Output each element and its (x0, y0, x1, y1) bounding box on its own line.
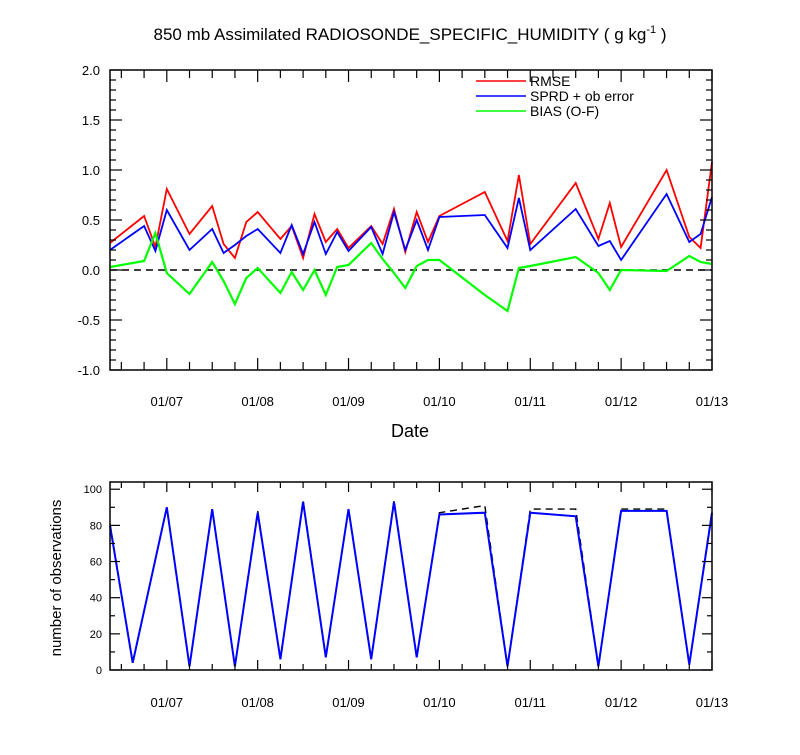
chart-title: 850 mb Assimilated RADIOSONDE_SPECIFIC_H… (154, 24, 667, 44)
y-axis-label-observations: number of observations (48, 500, 65, 657)
series-line-sprd-ob-error (109, 192, 713, 262)
bottom-x-tick-label: 01/12 (605, 695, 638, 710)
bottom-x-tick-labels: 01/07 01/08 01/09 01/10 01/11 01/12 01/13 (151, 695, 729, 710)
bottom-x-tick-label: 01/11 (514, 695, 546, 710)
bottom-y-tick-label: 80 (90, 520, 102, 532)
top-y-tick-labels: -1.0 -0.5 0.0 0.5 1.0 1.5 2.0 (78, 63, 100, 378)
top-x-tick-label: 01/07 (151, 394, 184, 409)
series-line-bias-o-f (109, 229, 713, 313)
top-axis-ticks (110, 69, 713, 371)
bottom-x-tick-label: 01/13 (696, 695, 729, 710)
top-panel: -1.0-0.50.00.51.01.52.0 01/07 01/08 01/09 0… (78, 63, 729, 441)
bottom-y-tick-label: 0 (96, 665, 102, 677)
legend-label-spread: SPRD + ob error (530, 88, 634, 104)
top-y-tick-label: 1.5 (82, 113, 100, 128)
bottom-y-tick-labels: 0 20 40 60 80 100 (84, 484, 102, 677)
bottom-plot-frame (109, 481, 713, 671)
bottom-y-tick-label: 40 (90, 593, 102, 605)
top-x-tick-label: 01/08 (241, 394, 274, 409)
bottom-axis-ticks (110, 482, 713, 671)
top-y-tick-label: 1.0 (82, 163, 100, 178)
top-x-tick-label: 01/11 (514, 394, 546, 409)
top-x-tick-label: 01/10 (423, 394, 456, 409)
top-x-tick-label: 01/13 (696, 394, 729, 409)
bottom-series-group (109, 499, 713, 667)
bottom-x-tick-label: 01/09 (332, 695, 365, 710)
top-series-group (109, 161, 713, 313)
legend-entry-bias: BIAS (O-F) (476, 103, 599, 119)
bottom-x-tick-label: 01/08 (241, 695, 274, 710)
bottom-x-tick-label: 01/10 (423, 695, 456, 710)
bottom-y-tick-label: 100 (84, 484, 102, 496)
bottom-y-tick-label: 60 (90, 557, 102, 569)
bottom-x-tick-label: 01/07 (151, 695, 184, 710)
legend-entry-spread: SPRD + ob error (476, 88, 634, 104)
top-y-tick-label: 0.0 (82, 263, 100, 278)
top-x-tick-labels: 01/07 01/08 01/09 01/10 01/11 01/12 01/13 (151, 394, 729, 409)
top-y-tick-label: -1.0 (78, 363, 100, 378)
x-axis-label: Date (391, 421, 429, 441)
top-y-tick-label: 2.0 (82, 63, 100, 78)
obs-possible-line (109, 499, 713, 667)
legend-entry-rmse: RMSE (476, 73, 570, 89)
top-x-tick-label: 01/12 (605, 394, 638, 409)
top-x-tick-label: 01/09 (332, 394, 365, 409)
legend-label-rmse: RMSE (530, 73, 570, 89)
top-y-tick-label: 0.5 (82, 213, 100, 228)
series-line-rmse (109, 161, 713, 262)
obs-used-line (109, 501, 713, 667)
legend-label-bias: BIAS (O-F) (530, 103, 599, 119)
legend: RMSE SPRD + ob error BIAS (O-F) (476, 73, 634, 119)
top-y-tick-label: -0.5 (78, 313, 100, 328)
bottom-y-tick-label: 20 (90, 629, 102, 641)
